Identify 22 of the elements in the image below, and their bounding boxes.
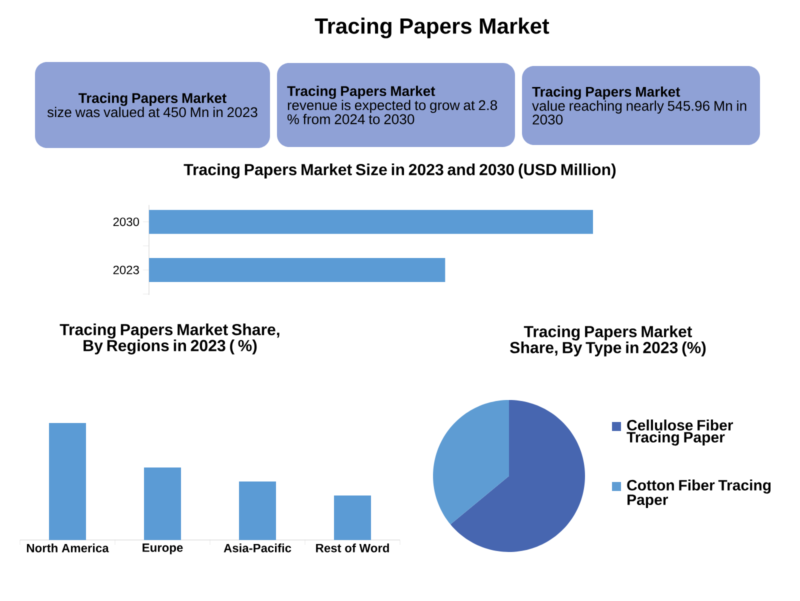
bar: [334, 496, 372, 540]
bar: [239, 481, 276, 540]
x-tick-label: Europe: [142, 544, 183, 554]
x-tick-label: Asia-Pacific: [224, 544, 292, 552]
text: Tracing Papers Market: [314, 18, 550, 38]
text: Tracing Papers Market: [78, 92, 226, 106]
text: revenue is expected to grow at 2.8 % from 2024 to 2030: [288, 100, 498, 124]
x-tick-label: North America: [26, 544, 109, 552]
bar: [144, 467, 182, 540]
text: value reaching nearly 545.96 Mn in 2030: [532, 100, 746, 125]
legend-label: Cotton Fiber Tracing Paper: [627, 480, 771, 508]
y-tick-label: 2023: [113, 266, 139, 274]
text: Tracing Papers Market: [287, 86, 436, 99]
chart-title: Tracing Papers Market Share, By Type in 2023 (%): [510, 326, 706, 356]
text: Tracing Papers Market: [532, 86, 680, 100]
text: size was valued at 450 Mn in 2023: [47, 106, 258, 118]
x-tick-label: Rest of Word: [316, 544, 389, 552]
legend-label: Cellulose Fiber Tracing Paper: [626, 420, 734, 446]
y-tick-label: 2030: [113, 218, 140, 226]
bar: [49, 422, 86, 540]
chart-title: Tracing Papers Market Share, By Regions in 2023 ( %): [60, 324, 280, 354]
chart-title: Tracing Papers Market Size in 2023 and 2030 (USD Million): [184, 164, 616, 178]
